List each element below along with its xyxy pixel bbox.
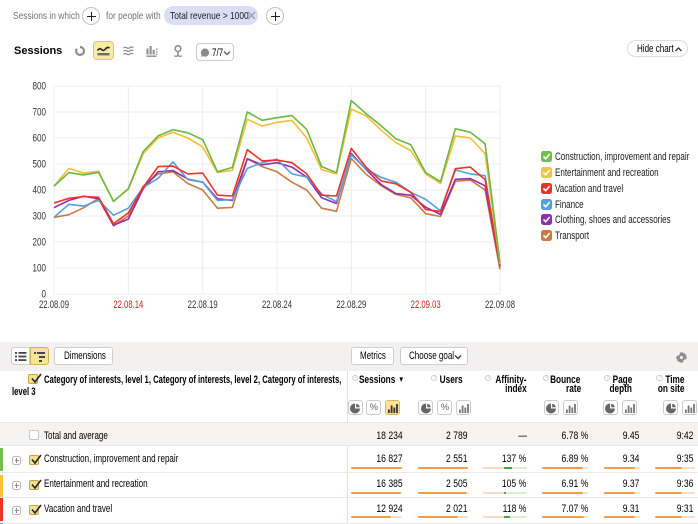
svg-text:700: 700 <box>33 107 47 119</box>
svg-text:22.08.09: 22.08.09 <box>39 299 69 311</box>
svg-text:22.08.14: 22.08.14 <box>113 299 143 311</box>
svg-text:500: 500 <box>33 159 47 171</box>
svg-text:600: 600 <box>33 133 47 145</box>
svg-text:22.09.03: 22.09.03 <box>411 299 441 311</box>
svg-text:400: 400 <box>33 185 47 197</box>
svg-text:800: 800 <box>33 81 47 93</box>
svg-text:22.08.19: 22.08.19 <box>188 299 218 311</box>
svg-text:0: 0 <box>42 289 47 301</box>
svg-text:22.08.29: 22.08.29 <box>336 299 366 311</box>
svg-text:300: 300 <box>33 211 47 223</box>
svg-text:22.09.08: 22.09.08 <box>485 299 515 311</box>
svg-text:200: 200 <box>33 237 47 249</box>
svg-text:22.08.24: 22.08.24 <box>262 299 292 311</box>
svg-text:100: 100 <box>33 263 47 275</box>
